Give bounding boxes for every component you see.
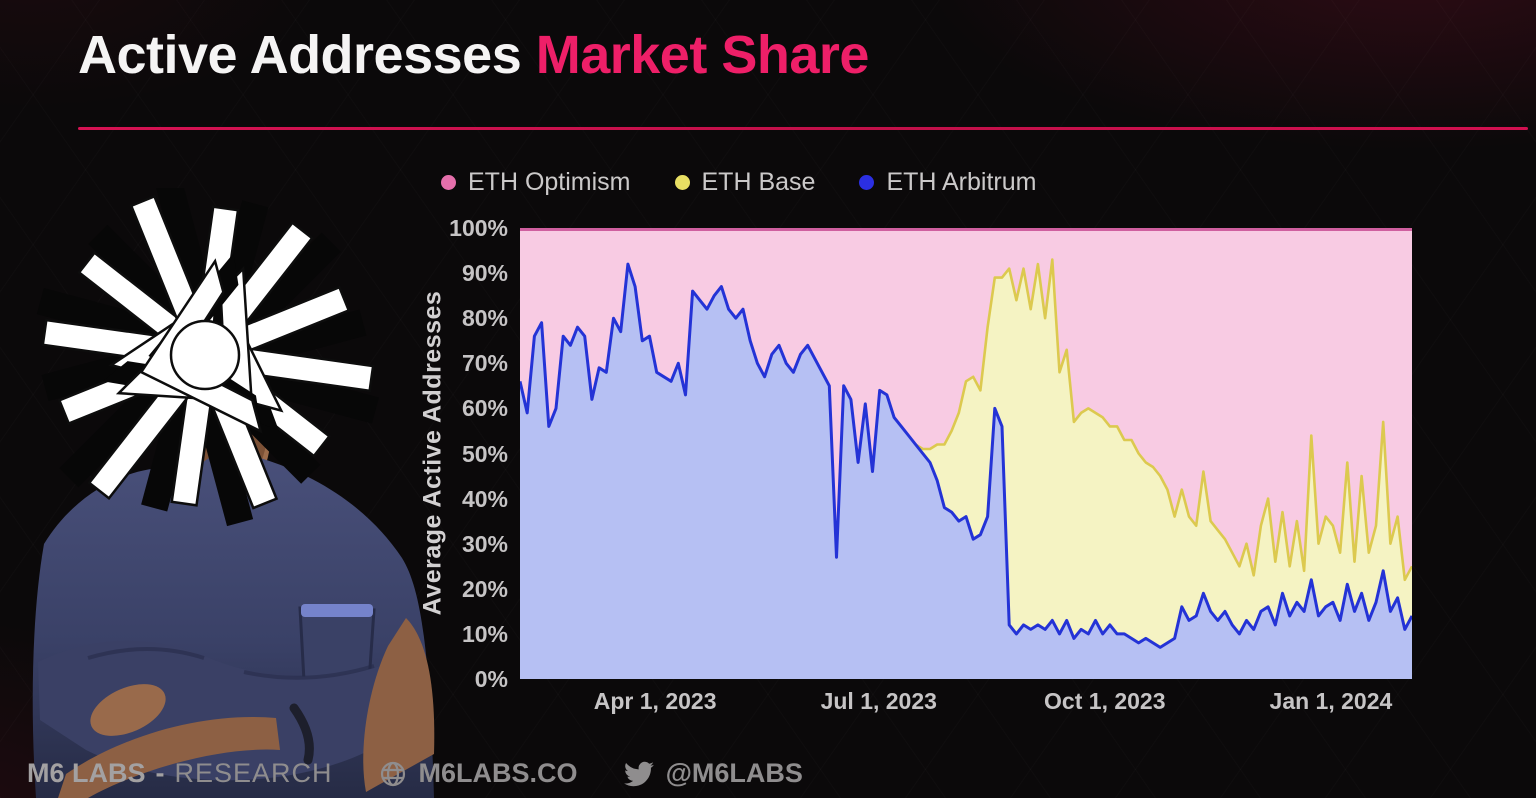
- base-line: [914, 258, 1414, 582]
- legend-item-arbitrum: ETH Arbitrum: [859, 168, 1036, 197]
- legend-item-optimism: ETH Optimism: [441, 168, 631, 197]
- globe-icon: [379, 760, 407, 788]
- legend-label: ETH Optimism: [468, 168, 631, 196]
- y-tick-label: 40%: [461, 485, 508, 512]
- y-tick-label: 10%: [461, 620, 508, 647]
- footer-separator: -: [155, 758, 165, 788]
- y-tick-label: 20%: [461, 575, 508, 602]
- y-tick-label: 0%: [474, 666, 508, 692]
- m6-labs-star-logo: [36, 178, 379, 527]
- title-divider: [78, 127, 1528, 130]
- m6-labs-mascot: [8, 178, 438, 798]
- x-tick-label: Jan 1, 2024: [1269, 688, 1393, 714]
- page-title: Active Addresses Market Share: [78, 24, 869, 86]
- twitter-bird-icon: [623, 759, 654, 789]
- x-tick-label: Apr 1, 2023: [593, 688, 717, 714]
- x-tick-label: Jul 1, 2023: [820, 688, 937, 714]
- footer-website: M6LABS.CO: [418, 758, 578, 788]
- y-tick-label: 70%: [461, 350, 508, 377]
- optimism-dot-icon: [441, 175, 456, 190]
- y-tick-label: 80%: [461, 305, 508, 332]
- mascot-graphic: [32, 178, 435, 798]
- title-white: Active Addresses: [78, 25, 522, 85]
- footer-research-label: RESEARCH: [174, 758, 333, 788]
- bracelet: [289, 703, 314, 765]
- y-tick-label: 60%: [461, 395, 508, 422]
- arbitrum-line: [518, 262, 1414, 649]
- base-dot-icon: [674, 175, 690, 190]
- y-tick-label: 50%: [461, 440, 508, 467]
- base-area: [915, 259, 1412, 648]
- x-tick-label: Oct 1, 2023: [1044, 688, 1166, 714]
- legend-item-base: ETH Base: [674, 168, 816, 197]
- arbitrum-dot-icon: [859, 175, 875, 190]
- legend-label: ETH Base: [701, 168, 816, 196]
- footer-twitter-handle: @M6LABS: [665, 758, 803, 788]
- chart-legend: ETH Optimism ETH Base ETH Arbitrum: [441, 168, 1036, 197]
- y-tick-label: 30%: [461, 530, 508, 557]
- analyst-photo: [32, 378, 435, 798]
- title-accent: Market Share: [535, 25, 870, 85]
- arbitrum-area: [520, 264, 1412, 679]
- legend-label: ETH Arbitrum: [886, 168, 1037, 196]
- chart-canvas: [518, 228, 1414, 679]
- footer-brand: M6 LABS: [27, 758, 146, 788]
- y-tick-label: 90%: [461, 260, 508, 287]
- stacked-area-chart: [518, 228, 1414, 679]
- y-tick-label: 100%: [449, 215, 508, 241]
- footer: M6 LABS - RESEARCH M6LABS.CO @M6LABS: [27, 758, 803, 789]
